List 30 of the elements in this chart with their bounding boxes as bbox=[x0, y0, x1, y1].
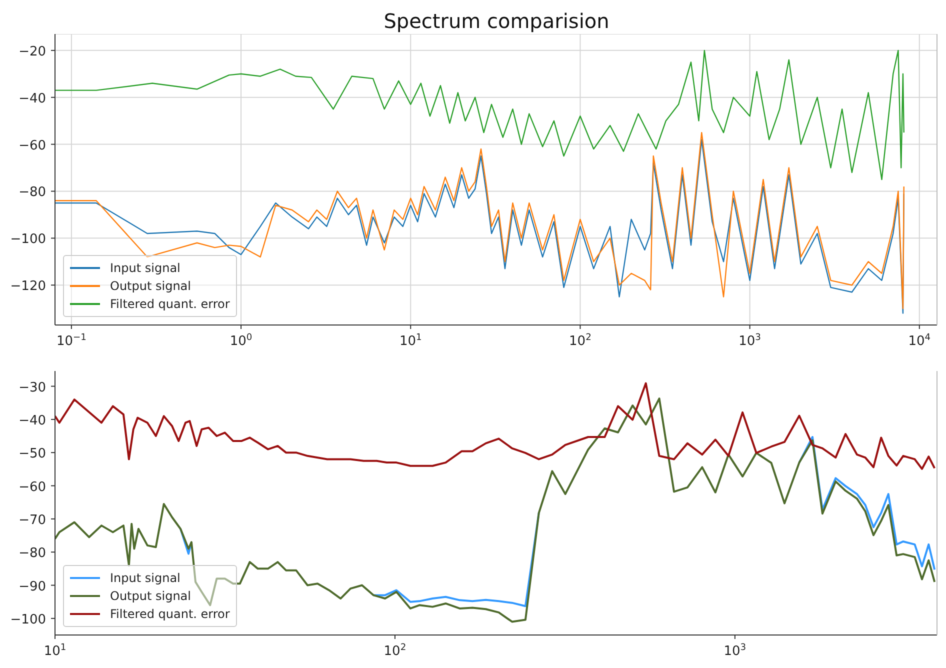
x-tick-label: 10$^{1}$ bbox=[44, 643, 66, 659]
y-tick-label: −60 bbox=[18, 138, 46, 154]
legend-label: Filtered quant. error bbox=[110, 607, 230, 621]
y-tick-label: −20 bbox=[18, 44, 46, 60]
y-tick-label: −80 bbox=[18, 546, 46, 562]
y-tick-label: −80 bbox=[18, 185, 46, 200]
y-tick-label: −100 bbox=[10, 232, 46, 248]
chart-title: Spectrum comparision bbox=[382, 8, 610, 34]
y-tick-label: −40 bbox=[18, 91, 46, 106]
y-tick-label: −70 bbox=[18, 512, 46, 528]
x-tick-label: 10$^{−1}$ bbox=[56, 333, 86, 349]
y-tick-label: −30 bbox=[18, 380, 46, 396]
x-tick-label: 10$^{0}$ bbox=[230, 333, 252, 349]
y-tick-label: −60 bbox=[18, 480, 46, 495]
x-tick-label: 10$^{1}$ bbox=[399, 333, 422, 349]
x-tick-label: 10$^{3}$ bbox=[724, 643, 746, 659]
y-tick-label: −90 bbox=[18, 579, 46, 594]
legend-label: Output signal bbox=[110, 589, 191, 603]
y-tick-label: −40 bbox=[18, 413, 46, 428]
y-tick-label: −120 bbox=[10, 279, 46, 294]
legend-label: Input signal bbox=[110, 571, 180, 585]
x-tick-label: 10$^{4}$ bbox=[908, 333, 931, 349]
x-tick-label: 10$^{3}$ bbox=[738, 333, 762, 349]
y-tick-label: −100 bbox=[10, 612, 46, 628]
y-tick-label: −50 bbox=[18, 446, 46, 462]
legend-label: Filtered quant. error bbox=[110, 297, 230, 311]
x-tick-label: 10$^{2}$ bbox=[569, 333, 592, 349]
legend-label: Output signal bbox=[110, 279, 191, 293]
x-tick-label: 10$^{2}$ bbox=[384, 643, 406, 659]
legend-label: Input signal bbox=[110, 261, 180, 275]
